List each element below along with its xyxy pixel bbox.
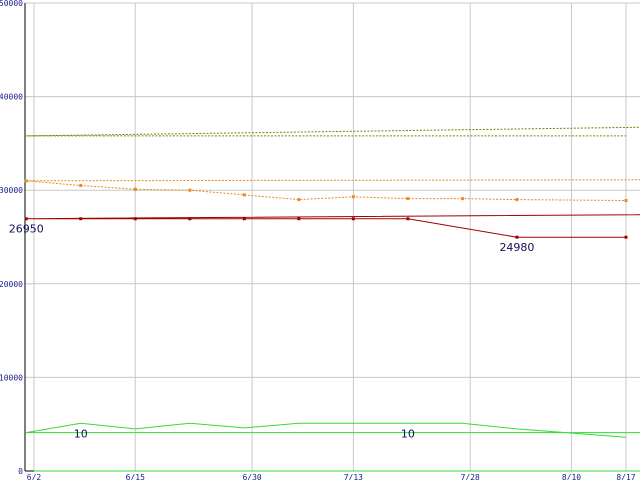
- x-tick-label: 6/15: [126, 473, 145, 480]
- x-tick-label: 7/13: [344, 473, 363, 480]
- y-tick-label: 40000: [0, 93, 23, 102]
- x-tick-label: 8/10: [562, 473, 581, 480]
- series-marker-avg: [624, 198, 628, 202]
- y-tick-label: 20000: [0, 280, 23, 289]
- series-marker-price: [351, 217, 355, 221]
- data-label: 26950: [9, 223, 44, 236]
- series-marker-avg: [406, 197, 410, 201]
- series-line-price: [26, 214, 640, 238]
- series-marker-avg: [24, 179, 28, 183]
- series-marker-avg: [460, 197, 464, 201]
- series-marker-avg: [515, 198, 519, 202]
- series-marker-avg: [79, 184, 83, 188]
- series-marker-price: [188, 217, 192, 221]
- y-tick-label: 50000: [0, 0, 23, 8]
- y-tick-label: 0: [18, 467, 23, 476]
- series-marker-price: [79, 217, 83, 221]
- x-tick-label: 7/28: [461, 473, 480, 480]
- series-marker-avg: [188, 188, 192, 192]
- y-tick-label: 10000: [0, 373, 23, 382]
- series-line-count: [26, 422, 640, 472]
- series-marker-price: [24, 217, 28, 221]
- series-marker-avg: [133, 187, 137, 191]
- data-label: 24980: [499, 241, 534, 254]
- series-marker-price: [406, 217, 410, 221]
- x-tick-label: 6/2: [27, 473, 42, 480]
- series-line-max: [26, 126, 640, 137]
- series-marker-price: [624, 235, 628, 239]
- series-marker-price: [297, 217, 301, 221]
- series-marker-price: [242, 217, 246, 221]
- series-line-avg: [26, 179, 640, 201]
- series-marker-price: [515, 235, 519, 239]
- series-marker-avg: [242, 193, 246, 197]
- x-tick-label: 6/30: [242, 473, 261, 480]
- y-tick-label: 30000: [0, 186, 23, 195]
- series-marker-avg: [351, 195, 355, 199]
- data-label: 10: [401, 427, 415, 440]
- x-tick-label: 8/17: [616, 473, 635, 480]
- data-label: 10: [74, 427, 88, 440]
- series-marker-avg: [297, 198, 301, 202]
- series-marker-price: [133, 217, 137, 221]
